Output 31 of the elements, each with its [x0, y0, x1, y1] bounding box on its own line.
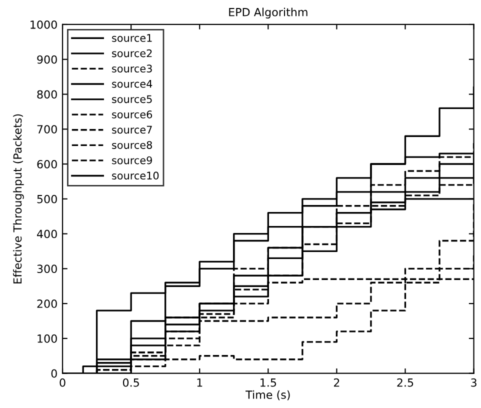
- y-tick-label: 0: [51, 369, 57, 378]
- legend-label: source7: [112, 126, 152, 134]
- y-tick-label: 600: [37, 160, 57, 168]
- legend-label: source8: [112, 141, 152, 149]
- y-tick-label: 100: [38, 334, 57, 343]
- legend-label: source5: [112, 95, 152, 104]
- y-tick-label: 900: [37, 55, 57, 64]
- y-tick-label: 200: [37, 300, 57, 308]
- legend-label: source3: [112, 64, 152, 72]
- x-tick-label: 3: [471, 378, 476, 387]
- legend-label: source6: [112, 110, 152, 118]
- x-tick-label: 2.5: [397, 378, 414, 387]
- legend-label: source2: [112, 49, 152, 58]
- x-tick-label: 2: [334, 378, 340, 387]
- x-tick-label: 0: [60, 378, 66, 387]
- x-axis-title: Time (s): [246, 390, 290, 400]
- legend-label: source9: [112, 156, 152, 164]
- chart-title: EPD Algorithm: [229, 8, 308, 18]
- y-axis-title: Effective Throughput (Packets): [13, 114, 24, 284]
- x-tick-label: 0.5: [122, 378, 139, 387]
- y-tick-label: 1000: [30, 20, 57, 29]
- y-tick-label: 500: [37, 194, 57, 204]
- y-tick-label: 400: [37, 230, 57, 238]
- y-tick-label: 300: [37, 264, 57, 274]
- legend-label: source10: [112, 172, 159, 180]
- legend-label: source1: [112, 34, 152, 42]
- y-tick-label: 700: [37, 125, 57, 134]
- y-tick-label: 800: [37, 90, 57, 99]
- x-tick-label: 1.5: [260, 378, 276, 387]
- x-tick-label: 1: [197, 378, 202, 387]
- legend-label: source4: [112, 80, 152, 88]
